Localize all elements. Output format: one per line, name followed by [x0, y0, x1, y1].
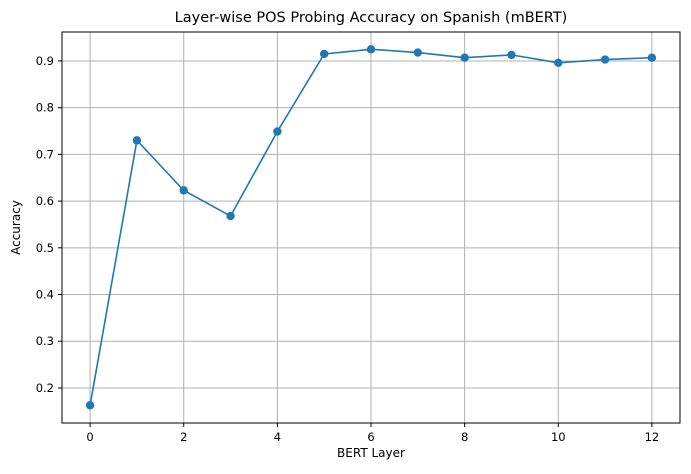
data-point — [273, 127, 282, 136]
data-point — [647, 53, 657, 62]
ticks: 0 2 4 6 8 10 12 0.2 0.3 0.4 0.5 0.6 0.7 0.8 0.9 — [36, 54, 660, 444]
x-tick-label: 6 — [367, 430, 374, 444]
data-point — [600, 55, 610, 64]
data-point — [85, 401, 95, 410]
chart-title: Layer-wise POS Probing Accuracy on Spani… — [175, 10, 568, 26]
x-tick-label: 4 — [274, 430, 281, 444]
y-tick-label: 0.2 — [36, 381, 54, 395]
data-point — [132, 136, 142, 145]
data-point — [366, 45, 376, 54]
x-tick-label: 8 — [461, 430, 468, 444]
y-tick-label: 0.9 — [36, 54, 54, 68]
y-tick-label: 0.7 — [36, 147, 54, 161]
data-point — [507, 50, 516, 60]
x-tick-label: 0 — [86, 430, 93, 444]
y-axis-label: Accuracy — [9, 200, 23, 255]
y-tick-label: 0.3 — [36, 334, 54, 348]
y-tick-label: 0.6 — [36, 194, 54, 208]
series-layer — [85, 45, 657, 410]
data-point — [413, 48, 423, 57]
grid — [62, 32, 680, 423]
x-tick-label: 10 — [551, 430, 566, 444]
y-tick-label: 0.8 — [36, 101, 54, 115]
data-point — [179, 186, 188, 195]
y-tick-label: 0.5 — [36, 241, 54, 255]
data-point — [554, 58, 563, 68]
data-point — [460, 53, 469, 62]
data-point — [319, 49, 329, 59]
x-axis-label: BERT Layer — [337, 446, 405, 460]
data-point — [226, 211, 235, 221]
x-tick-label: 2 — [180, 430, 187, 444]
x-tick-label: 12 — [645, 430, 660, 444]
y-tick-label: 0.4 — [36, 288, 54, 302]
